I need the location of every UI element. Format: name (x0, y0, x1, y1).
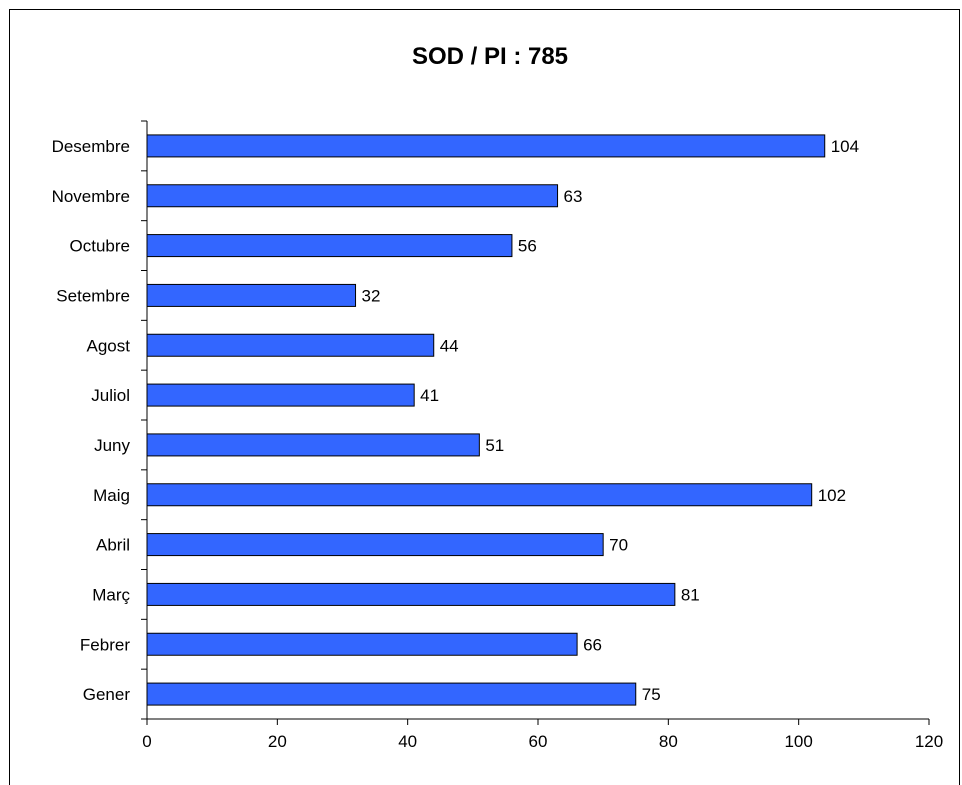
category-label: Gener (83, 685, 131, 704)
bar (146, 433, 480, 457)
x-tick-label: 100 (784, 732, 812, 751)
bar (146, 582, 676, 606)
bar (146, 383, 415, 407)
data-label: 41 (420, 386, 439, 405)
x-tick-label: 60 (529, 732, 548, 751)
bar (146, 283, 357, 307)
data-label: 51 (485, 436, 504, 455)
data-label: 104 (831, 137, 859, 156)
data-label: 102 (818, 486, 846, 505)
data-label: 66 (583, 635, 602, 654)
category-label: Febrer (80, 635, 130, 654)
data-label: 44 (440, 336, 459, 355)
bar (146, 184, 559, 208)
x-tick-label: 0 (142, 732, 151, 751)
data-label: 63 (564, 187, 583, 206)
bar (146, 333, 435, 357)
category-label: Juny (94, 436, 130, 455)
category-label: Octubre (70, 237, 130, 256)
bar (146, 682, 637, 706)
bar (146, 134, 826, 158)
category-label: Novembre (52, 187, 130, 206)
data-label: 32 (362, 286, 381, 305)
data-label: 56 (518, 237, 537, 256)
x-tick-label: 80 (659, 732, 678, 751)
data-label: 75 (642, 685, 661, 704)
category-label: Desembre (52, 137, 130, 156)
category-label: Maig (93, 486, 130, 505)
category-label: Agost (87, 336, 131, 355)
plot-area: 0 20 40 60 80 100 120 Desembre 104 Novembre 63 Octu… (52, 120, 943, 751)
category-label: Abril (96, 536, 130, 555)
x-tick-label: 40 (398, 732, 417, 751)
category-label: Març (92, 585, 130, 604)
data-label: 70 (609, 536, 628, 555)
bar (146, 234, 513, 258)
data-label: 81 (681, 585, 700, 604)
bar (146, 632, 578, 656)
x-tick-label: 120 (915, 732, 943, 751)
category-label: Setembre (56, 286, 130, 305)
category-label: Juliol (91, 386, 130, 405)
x-tick-label: 20 (268, 732, 287, 751)
bar (146, 483, 813, 507)
chart-title: SOD / PI : 785 (412, 43, 568, 70)
bar (146, 533, 604, 557)
